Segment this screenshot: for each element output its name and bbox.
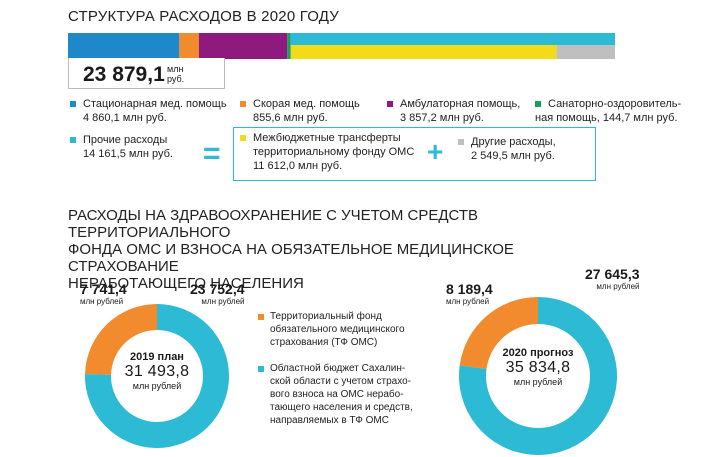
right-small-value: 8 189,4 <box>446 281 493 297</box>
bar-segment-0 <box>68 33 180 45</box>
legend-transfers: Межбюджетные трансферты территориальному… <box>240 131 414 173</box>
legend-swatch <box>535 101 541 107</box>
legend-label: Другие расходы, <box>471 136 556 148</box>
right-center-title: 2020 прогноз <box>502 347 574 359</box>
legend-swatch <box>258 314 264 320</box>
left-big-value: 23 752,4 <box>190 281 245 297</box>
legend2-tfoms: Территориальный фонд обязательного медиц… <box>258 310 405 349</box>
donut-2020 <box>458 297 617 456</box>
breakdown-box <box>233 127 596 181</box>
legend-value: 4 860,1 млн руб. <box>83 112 167 124</box>
legend-value: 2 549,5 млн руб. <box>471 150 555 162</box>
bar-sub-segment-0 <box>290 45 557 59</box>
total-value: 23 879,1 <box>83 63 165 86</box>
total-unit-line1: млн <box>167 64 184 74</box>
left-center-unit: млн рублей <box>132 381 182 391</box>
legend-swatch <box>70 101 76 107</box>
legend-swatch <box>240 101 246 107</box>
legend2-line: направляемых в ТФ ОМС <box>270 415 389 426</box>
legend2-line: вого взноса на ОМС нерабо- <box>270 389 404 400</box>
legend-label: Стационарная мед. помощь <box>83 98 227 110</box>
right-big-label: 27 645,3 млн рублей <box>585 266 640 291</box>
legend-outpatient: Амбулаторная помощь, 3 857,2 млн руб. <box>387 97 520 125</box>
right-big-value: 27 645,3 <box>585 266 640 282</box>
legend-swatch <box>387 101 393 107</box>
donut-2019 <box>85 304 229 448</box>
total-unit: млн руб. <box>167 64 184 84</box>
left-big-unit: млн рублей <box>201 297 245 306</box>
total-unit-line2: руб. <box>167 74 185 84</box>
plus-sign: + <box>427 136 444 167</box>
bar-bottom-segment-0 <box>68 45 180 59</box>
legend2-line: Территориальный фонд <box>270 311 382 322</box>
donut-left-slice-1 <box>85 304 229 448</box>
bar-bottom-row <box>68 45 615 59</box>
right-center: 2020 прогноз 35 834,8 млн рублей <box>488 347 588 387</box>
chart-title: СТРУКТУРА РАСХОДОВ В 2020 ГОДУ <box>68 8 339 25</box>
left-center: 2019 план 31 493,8 млн рублей <box>107 351 207 391</box>
legend2-line: Областной бюджет Сахалин- <box>270 363 406 374</box>
left-small-value: 7 741,4 <box>80 281 127 297</box>
legend-swatch <box>258 366 264 372</box>
legend-label: Санаторно-оздоровитель- <box>548 98 682 110</box>
section2-title-line2: ФОНДА ОМС И ВЗНОСА НА ОБЯЗАТЕЛЬНОЕ МЕДИЦ… <box>68 241 514 275</box>
legend-stationary: Стационарная мед. помощь 4 860,1 млн руб… <box>70 97 227 125</box>
legend-swatch <box>240 135 246 141</box>
legend-swatch <box>458 139 464 145</box>
bar-bottom-segment-2 <box>198 45 288 59</box>
legend-value: 3 857,2 млн руб. <box>400 112 484 124</box>
bar-bottom-segment-3 <box>287 45 291 59</box>
legend-label: Амбулаторная помощь, <box>400 98 521 110</box>
legend2-budget: Областной бюджет Сахалин- ской области с… <box>258 362 413 427</box>
legend2-line: страхования (ТФ ОМС) <box>270 337 378 348</box>
legend-swatch <box>70 137 76 143</box>
legend-sanatorium: Санаторно-оздоровитель- ная помощь, 144,… <box>535 97 681 125</box>
bar-segment-3 <box>287 33 291 45</box>
legend-label: Скорая мед. помощь <box>253 98 360 110</box>
right-small-unit: млн рублей <box>446 297 490 306</box>
legend2-line: ской области с учетом страхо- <box>270 376 411 387</box>
legend-label: Прочие расходы <box>83 134 168 146</box>
legend-other2: Другие расходы, 2 549,5 млн руб. <box>458 135 556 163</box>
legend-label2: территориальному фонду ОМС <box>253 146 415 158</box>
legend-value: 855,6 млн руб. <box>253 112 328 124</box>
section2-title: РАСХОДЫ НА ЗДРАВООХРАНЕНИЕ С УЧЕТОМ СРЕД… <box>68 207 628 292</box>
right-center-unit: млн рублей <box>513 377 563 387</box>
bar-segment-2 <box>198 33 288 45</box>
legend-value: 14 161,5 млн руб. <box>83 148 173 160</box>
bar-sub-segment-1 <box>556 45 615 59</box>
total-box <box>68 58 225 89</box>
equals-sign: = <box>203 137 221 170</box>
bar-segment-1 <box>179 33 199 45</box>
donut-left-slice-0 <box>85 304 157 375</box>
bar-top-row <box>68 33 615 45</box>
bar-bottom-segment-1 <box>179 45 199 59</box>
section2-title-line1: РАСХОДЫ НА ЗДРАВООХРАНЕНИЕ С УЧЕТОМ СРЕД… <box>68 207 479 241</box>
legend-label: Межбюджетные трансферты <box>253 132 401 144</box>
legend-other: Прочие расходы 14 161,5 млн руб. <box>70 133 173 161</box>
donut-right-slice-0 <box>459 297 538 370</box>
left-big-label: 23 752,4 млн рублей <box>190 281 245 306</box>
legend2-line: обязательного медицинского <box>270 324 405 335</box>
stacked-bar <box>68 33 615 59</box>
legend-value: ная помощь, 144,7 млн руб. <box>535 112 678 124</box>
legend-value: 11 612,0 млн руб. <box>253 160 343 172</box>
left-center-title: 2019 план <box>130 351 184 363</box>
bar-segment-4 <box>290 33 615 45</box>
donut-right-slice-1 <box>458 297 617 456</box>
legend-ambulance: Скорая мед. помощь 855,6 млн руб. <box>240 97 360 125</box>
left-small-unit: млн рублей <box>80 297 124 306</box>
left-small-label: 7 741,4 млн рублей <box>80 281 127 306</box>
section2-title-line3: НЕРАБОТАЮЩЕГО НАСЕЛЕНИЯ <box>68 275 304 292</box>
left-center-total: 31 493,8 <box>124 363 190 380</box>
right-big-unit: млн рублей <box>596 282 640 291</box>
legend2-line: тающего населения и средств, <box>270 402 413 413</box>
right-small-label: 8 189,4 млн рублей <box>446 281 493 306</box>
right-center-total: 35 834,8 <box>505 359 571 376</box>
